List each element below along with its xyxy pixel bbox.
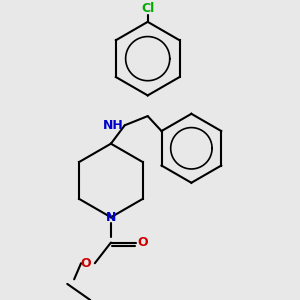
Text: Cl: Cl (141, 2, 154, 15)
Text: NH: NH (103, 119, 124, 132)
Text: O: O (138, 236, 148, 249)
Text: O: O (80, 257, 91, 270)
Text: N: N (106, 211, 116, 224)
